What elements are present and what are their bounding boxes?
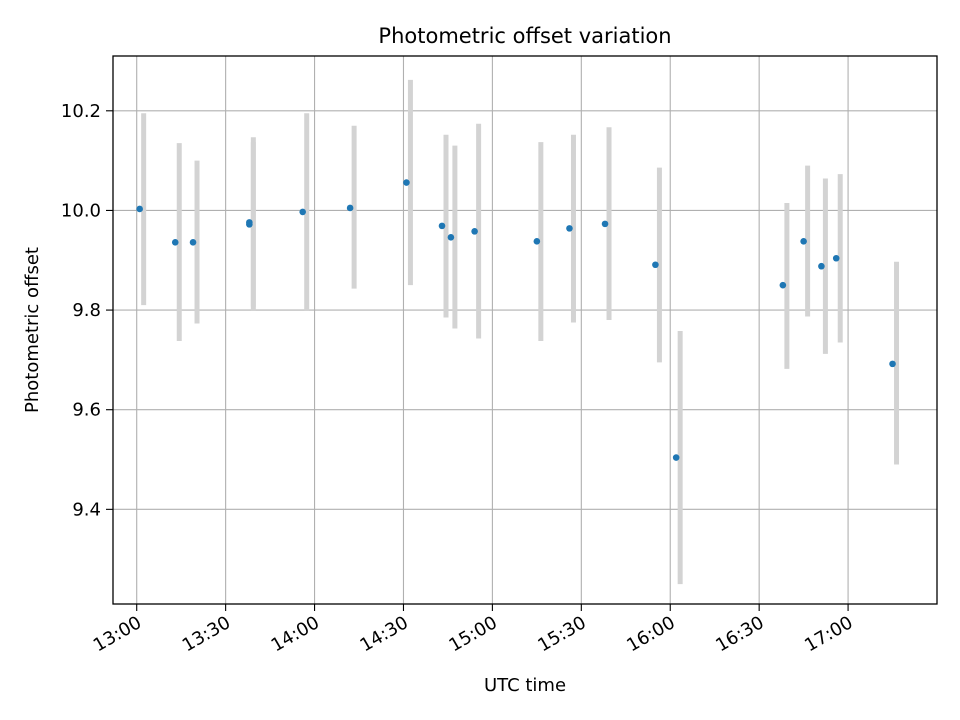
data-point	[652, 261, 659, 269]
data-point	[346, 204, 354, 212]
data-point	[832, 254, 840, 262]
data-point	[601, 220, 609, 228]
data-point	[189, 239, 197, 246]
data-point	[471, 228, 478, 235]
data-point	[889, 360, 896, 368]
data-point	[438, 222, 446, 230]
chart-title: Photometric offset variation	[378, 24, 671, 48]
data-point	[171, 239, 179, 246]
data-point	[299, 208, 306, 216]
x-axis-label: UTC time	[484, 675, 566, 696]
data-point	[403, 179, 410, 186]
data-point	[800, 238, 807, 245]
data-points	[136, 179, 896, 461]
y-tick-label: 10.0	[61, 200, 101, 221]
grid-lines	[113, 56, 937, 604]
error-bars	[141, 79, 900, 585]
data-point	[136, 205, 143, 213]
data-point	[533, 238, 541, 245]
y-tick-label: 9.8	[72, 300, 101, 321]
y-tick-label: 9.4	[72, 499, 101, 520]
y-axis-label: Photometric offset	[22, 247, 43, 413]
plot-area-frame	[112, 55, 938, 605]
data-point	[246, 219, 253, 226]
y-tick-label: 9.6	[72, 400, 101, 421]
data-point	[672, 454, 680, 461]
y-tick-label: 10.2	[61, 101, 101, 122]
data-point	[779, 281, 787, 289]
data-point	[447, 234, 455, 241]
data-point	[818, 262, 825, 270]
y-axis-ticks: 9.4 9.6 9.8 10.0 10.2	[61, 101, 113, 520]
data-point	[566, 225, 573, 232]
